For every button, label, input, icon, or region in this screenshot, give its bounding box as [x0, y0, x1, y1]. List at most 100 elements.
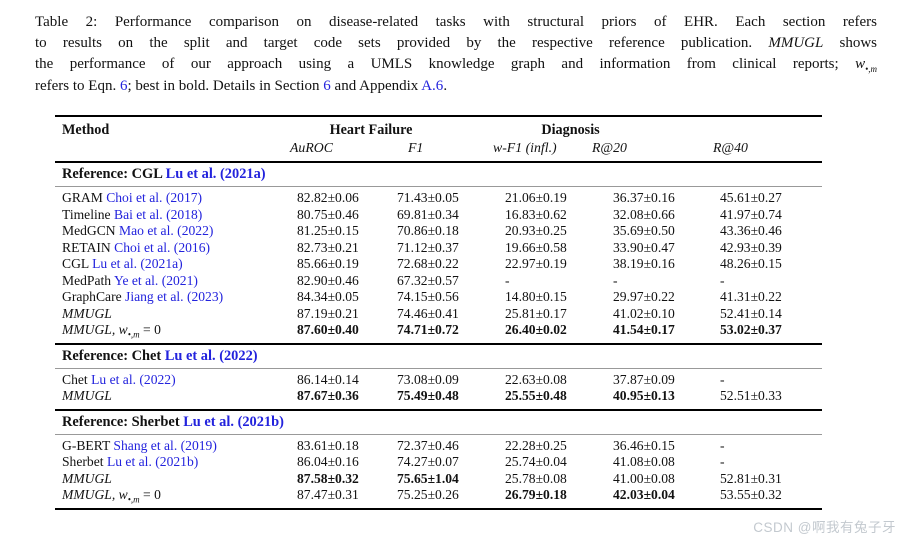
metric-cell: 36.37±0.16 [613, 190, 675, 205]
metric-cell: 21.06±0.19 [505, 190, 567, 205]
metric-cell: 19.66±0.58 [505, 239, 567, 255]
citation-link[interactable]: Ye et al. (2021) [113, 272, 198, 288]
w-subscript: •,m [127, 329, 140, 340]
metric-cell: 38.19±0.16 [613, 256, 675, 271]
caption-text: MMUGL [768, 35, 824, 52]
metric-cell: 71.12±0.37 [397, 239, 459, 255]
metric-cell: 67.32±0.57 [397, 272, 459, 288]
metric-cell: 41.02±0.10 [613, 305, 675, 321]
metric-cell: 75.25±0.26 [397, 487, 459, 502]
table-row: Chet Lu et al. (2022) 86.14±0.14 73.08±0.0… [55, 372, 822, 389]
method-cell: MMUGL [55, 471, 297, 488]
metric-cell: 26.40±0.02 [505, 322, 567, 337]
citation-link[interactable]: Lu et al. (2021a) [92, 256, 183, 271]
method-name: MedGCN [62, 223, 120, 238]
method-name: G-BERT [62, 437, 114, 453]
reference-citation-link[interactable]: Lu et al. (2022) [164, 347, 258, 364]
method-name: GRAM [62, 190, 107, 205]
table-row: MMUGL 87.58±0.32 75.65±1.04 25.78±0.08 41.00… [55, 471, 822, 488]
metric-cell: 82.82±0.06 [297, 190, 359, 205]
metric-cell: 42.03±0.04 [613, 487, 675, 502]
method-cell: CGL Lu et al. (2021a) [55, 256, 297, 273]
caption-line: refers to Eqn. 6; best in bold. Details … [35, 76, 877, 97]
table-row: CGL Lu et al. (2021a) 85.66±0.19 72.68±0.2… [55, 256, 822, 273]
metric-cell: 87.67±0.36 [297, 388, 359, 403]
method-name: MMUGL [62, 305, 112, 321]
method-cell: Timeline Bai et al. (2018) [55, 207, 297, 224]
section-rule [55, 186, 822, 187]
metric-cell: 52.81±0.31 [720, 470, 782, 486]
caption-text: and Appendix [330, 77, 422, 94]
method-name: Timeline [62, 206, 114, 222]
metric-cell: 22.28±0.25 [505, 437, 567, 453]
metric-cell: 80.75±0.46 [297, 206, 359, 222]
method-name: Sherbet [62, 454, 107, 469]
metric-cell: 72.68±0.22 [397, 256, 459, 271]
col-header-wf1: w-F1 (infl.) [493, 140, 557, 155]
metric-cell: 14.80±0.15 [505, 289, 567, 304]
section-rule [55, 367, 822, 369]
metric-cell: 40.95±0.13 [613, 388, 675, 403]
metric-cell: 72.37±0.46 [397, 437, 459, 453]
method-cell: GraphCare Jiang et al. (2023) [55, 289, 297, 306]
col-group-heart-failure: Heart Failure [329, 122, 413, 138]
section-header: Reference: CGL Lu et al. (2021a) [55, 163, 822, 186]
section-bottom-rule [55, 507, 822, 510]
results-table: Method Heart Failure Diagnosis AuROC F1 … [55, 115, 822, 510]
citation-link[interactable]: Lu et al. (2022) [91, 371, 176, 387]
metric-cell: 81.25±0.15 [297, 223, 359, 238]
metric-cell: 82.90±0.46 [297, 272, 359, 288]
metric-cell: 25.81±0.17 [505, 305, 567, 321]
method-name: CGL [62, 256, 93, 271]
table-row: GRAM Choi et al. (2017) 82.82±0.06 71.43±0… [55, 190, 822, 207]
caption-link[interactable]: A.6 [421, 77, 444, 94]
citation-link[interactable]: Shang et al. (2019) [113, 437, 217, 453]
metric-cell: 41.54±0.17 [613, 322, 675, 337]
method-cell: Sherbet Lu et al. (2021b) [55, 454, 297, 471]
caption-link[interactable]: 6 [323, 77, 331, 94]
metric-cell: 86.04±0.16 [297, 454, 359, 469]
caption-text: to results on the split and target code … [35, 35, 769, 52]
citation-link[interactable]: Choi et al. (2017) [106, 190, 203, 205]
col-header-auroc: AuROC [290, 140, 333, 155]
citation-link[interactable]: Choi et al. (2016) [114, 239, 211, 255]
caption-text: Table 2: Performance comparison on disea… [35, 14, 877, 30]
method-cell: MedGCN Mao et al. (2022) [55, 223, 297, 240]
metric-cell: 70.86±0.18 [397, 223, 459, 238]
table-row: G-BERT Shang et al. (2019) 83.61±0.18 72.3… [55, 438, 822, 455]
watermark: CSDN @啊我有兔子牙 [753, 520, 896, 535]
citation-link[interactable]: Lu et al. (2021b) [106, 454, 199, 469]
citation-link[interactable]: Bai et al. (2018) [114, 206, 203, 222]
caption-link[interactable]: 6 [119, 77, 128, 94]
metric-cell: 33.90±0.47 [613, 239, 675, 255]
method-name: RETAIN [62, 239, 115, 255]
metric-cell: 25.74±0.04 [505, 454, 567, 469]
caption-line: to results on the split and target code … [35, 33, 877, 54]
section-reference-label: Reference: Chet [62, 347, 165, 364]
metric-cell: 41.31±0.22 [720, 289, 782, 304]
citation-link[interactable]: Mao et al. (2022) [119, 223, 214, 238]
method-cell: Chet Lu et al. (2022) [55, 372, 297, 389]
col-header-r20: R@20 [592, 140, 627, 155]
metric-cell: 32.08±0.66 [613, 206, 675, 222]
method-name: GraphCare [62, 289, 126, 304]
reference-citation-link[interactable]: Lu et al. (2021a) [165, 166, 266, 182]
method-cell: MMUGL, w•,m = 0 [55, 487, 297, 504]
citation-link[interactable]: Jiang et al. (2023) [125, 289, 224, 304]
metric-cell: 35.69±0.50 [613, 223, 675, 238]
reference-citation-link[interactable]: Lu et al. (2021b) [183, 413, 284, 430]
section-reference-label: Reference: Sherbet [62, 413, 184, 430]
metric-cell: 75.65±1.04 [397, 470, 459, 486]
method-cell: MMUGL [55, 388, 297, 405]
metric-cell: 87.19±0.21 [297, 305, 359, 321]
method-name: MedPath [62, 272, 114, 288]
col-group-diagnosis: Diagnosis [541, 122, 600, 138]
table-row: Sherbet Lu et al. (2021b) 86.04±0.16 74.27… [55, 454, 822, 471]
table-row: RETAIN Choi et al. (2016) 82.73±0.21 71.12… [55, 240, 822, 257]
caption-text: w•,m [855, 56, 877, 75]
table-row: MMUGL, w•,m = 0 87.47±0.31 75.25±0.26 26.79… [55, 487, 822, 504]
metric-cell: 73.08±0.09 [397, 371, 459, 387]
w-equals: = 0 [139, 322, 161, 337]
metric-cell: 41.08±0.08 [613, 454, 675, 469]
metric-cell: - [720, 454, 725, 469]
